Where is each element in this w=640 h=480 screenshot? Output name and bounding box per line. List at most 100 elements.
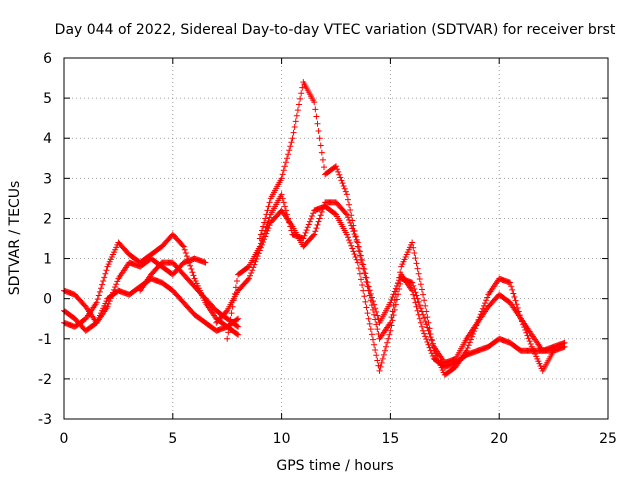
y-tick-label: 5 xyxy=(43,91,52,107)
data-point xyxy=(99,281,106,288)
data-point xyxy=(93,299,100,306)
data-point xyxy=(363,278,370,285)
data-point xyxy=(344,214,351,221)
series-track-4 xyxy=(137,259,242,330)
data-point xyxy=(284,211,291,218)
data-point xyxy=(281,163,288,170)
data-point xyxy=(423,336,430,343)
data-point xyxy=(368,331,375,338)
data-point xyxy=(392,291,399,298)
data-point xyxy=(416,302,423,309)
data-point xyxy=(305,221,312,228)
data-point xyxy=(420,327,427,334)
series-track-7 xyxy=(256,79,557,378)
data-point xyxy=(473,322,480,329)
data-point xyxy=(418,323,425,330)
data-point xyxy=(482,300,489,307)
data-point xyxy=(289,135,296,142)
data-point xyxy=(263,224,270,231)
data-point xyxy=(372,316,379,323)
data-point xyxy=(550,347,557,354)
data-point xyxy=(334,166,341,173)
data-point xyxy=(235,331,242,338)
y-tick-label: 0 xyxy=(43,292,52,308)
data-point xyxy=(223,308,230,315)
data-point xyxy=(409,279,416,286)
data-point xyxy=(421,297,428,304)
data-point xyxy=(285,215,292,222)
data-point xyxy=(103,267,110,274)
data-point xyxy=(422,302,429,309)
data-point xyxy=(202,259,209,266)
data-point xyxy=(411,286,418,293)
data-point xyxy=(471,328,478,335)
data-point xyxy=(233,322,240,329)
data-point xyxy=(313,225,320,232)
data-point xyxy=(373,352,380,359)
data-point xyxy=(188,265,195,272)
data-point xyxy=(422,318,429,325)
data-point xyxy=(100,278,107,285)
data-point xyxy=(390,302,397,309)
data-point xyxy=(364,310,371,317)
data-point xyxy=(257,240,264,247)
data-point xyxy=(266,199,273,206)
data-point xyxy=(361,269,368,276)
data-point xyxy=(417,281,424,288)
x-tick-label: 0 xyxy=(60,431,69,447)
data-point xyxy=(179,242,186,249)
data-point xyxy=(280,167,287,174)
data-point xyxy=(410,282,417,289)
data-point xyxy=(517,315,524,322)
data-point xyxy=(414,307,421,314)
data-point xyxy=(351,227,358,234)
data-point xyxy=(281,203,288,210)
data-point xyxy=(102,270,109,277)
data-point xyxy=(229,303,236,310)
data-point xyxy=(362,274,369,281)
data-point xyxy=(317,142,324,149)
data-point xyxy=(341,185,348,192)
data-point xyxy=(233,316,240,323)
data-point xyxy=(414,265,421,272)
data-point xyxy=(389,294,396,301)
data-point xyxy=(365,315,372,322)
data-point xyxy=(286,219,293,226)
data-point xyxy=(310,210,317,217)
data-point xyxy=(101,274,108,281)
data-point xyxy=(364,283,371,290)
data-point xyxy=(233,278,240,285)
data-point xyxy=(526,338,533,345)
data-point xyxy=(367,297,374,304)
data-point xyxy=(478,308,485,315)
y-tick-label: -3 xyxy=(38,412,52,428)
data-point xyxy=(369,336,376,343)
data-point xyxy=(393,286,400,293)
data-point xyxy=(261,219,268,226)
y-tick-label: -1 xyxy=(38,332,52,348)
data-point xyxy=(384,339,391,346)
data-point xyxy=(343,191,350,198)
data-point xyxy=(348,212,355,219)
data-point xyxy=(368,302,375,309)
data-point xyxy=(342,210,349,217)
data-point xyxy=(352,253,359,260)
data-point xyxy=(293,112,300,119)
data-point xyxy=(414,295,421,302)
data-point xyxy=(381,347,388,354)
data-point xyxy=(343,231,350,238)
data-point xyxy=(301,232,308,239)
data-point xyxy=(396,274,403,281)
data-point xyxy=(333,163,339,170)
data-point xyxy=(319,156,326,163)
data-point xyxy=(522,326,529,333)
data-point xyxy=(475,316,482,323)
data-point xyxy=(421,314,428,321)
data-point xyxy=(474,319,481,326)
data-point xyxy=(413,292,420,299)
data-point xyxy=(291,123,298,130)
data-point xyxy=(356,252,363,259)
data-point xyxy=(365,287,372,294)
data-point xyxy=(509,286,516,293)
y-tick-label: 4 xyxy=(43,131,52,147)
